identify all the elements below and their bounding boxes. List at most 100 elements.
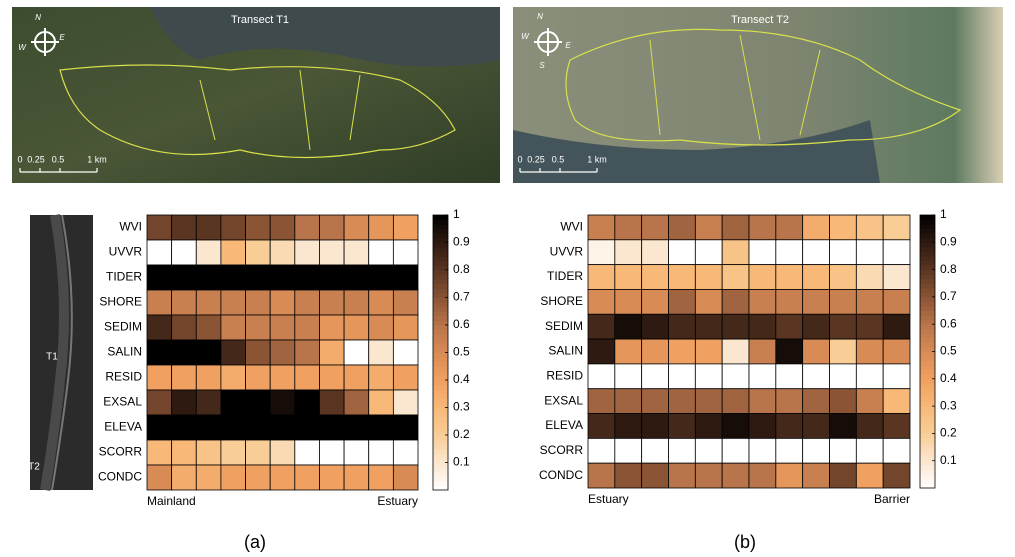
colorbar-band — [920, 333, 935, 338]
heat-cell — [221, 290, 246, 315]
heat-cell — [695, 314, 722, 339]
heat-cell — [270, 365, 295, 390]
colorbar-band — [920, 220, 935, 225]
colorbar-band — [920, 443, 935, 448]
heat-cell — [830, 414, 857, 439]
scale-label: 1 km — [87, 154, 107, 164]
colorbar-band — [920, 438, 935, 443]
colorbar-band — [920, 420, 935, 425]
x-end-label: Barrier — [874, 492, 910, 506]
heat-cell — [615, 314, 642, 339]
heat-cell — [270, 315, 295, 340]
colorbar-band — [920, 229, 935, 234]
heat-cell — [172, 390, 197, 415]
colorbar-band — [920, 247, 935, 252]
heat-cell — [776, 314, 803, 339]
heat-cell — [588, 215, 615, 240]
heat-cell — [669, 414, 696, 439]
heat-cell — [270, 415, 295, 440]
colorbar-band — [433, 261, 448, 266]
heat-cell — [246, 215, 271, 240]
colorbar-band — [920, 251, 935, 256]
heat-cell — [147, 340, 172, 365]
colorbar-band — [920, 383, 935, 388]
heat-cell — [319, 390, 344, 415]
heat-cell — [722, 438, 749, 463]
heat-cell — [369, 415, 394, 440]
compass-letter: E — [59, 33, 65, 42]
colorbar-band — [433, 302, 448, 307]
colorbar-label: 0.3 — [940, 398, 957, 412]
row-label: WVI — [119, 220, 142, 234]
heat-cell — [221, 315, 246, 340]
heat-cell — [830, 265, 857, 290]
colorbar-band — [433, 247, 448, 252]
heat-cell — [695, 414, 722, 439]
colorbar-band — [920, 306, 935, 311]
colorbar-band — [920, 433, 935, 438]
heat-cell — [172, 365, 197, 390]
colorbar-band — [433, 220, 448, 225]
colorbar-band — [433, 256, 448, 261]
row-label: SHORE — [99, 295, 142, 309]
heat-cell — [615, 289, 642, 314]
heat-cell — [147, 465, 172, 490]
colorbar-band — [433, 385, 448, 390]
heat-cell — [270, 290, 295, 315]
colorbar-band — [433, 284, 448, 289]
colorbar-band — [433, 215, 448, 220]
row-label: EXSAL — [103, 395, 142, 409]
heat-cell — [669, 339, 696, 364]
compass-letter: N — [537, 12, 543, 21]
compass-letter: S — [539, 61, 545, 70]
heat-cell — [669, 289, 696, 314]
heat-cell — [749, 240, 776, 265]
colorbar-band — [920, 352, 935, 357]
heat-cell — [147, 390, 172, 415]
heat-cell — [642, 414, 669, 439]
heat-cell — [749, 265, 776, 290]
heat-cell — [196, 215, 221, 240]
heat-cell — [642, 389, 669, 414]
heat-cell — [221, 265, 246, 290]
heat-cell — [776, 438, 803, 463]
heat-cell — [147, 215, 172, 240]
colorbar-label: 0.6 — [940, 316, 957, 330]
heat-cell — [344, 415, 369, 440]
scale-label: 0 — [17, 154, 22, 164]
colorbar-band — [433, 394, 448, 399]
colorbar-label: 0.8 — [940, 262, 957, 276]
row-label: RESID — [105, 370, 142, 384]
heat-cell — [776, 265, 803, 290]
colorbar-band — [920, 233, 935, 238]
colorbar-label: 0.4 — [940, 371, 957, 385]
heat-cell — [856, 240, 883, 265]
colorbar-band — [433, 353, 448, 358]
heat-cell — [221, 440, 246, 465]
heat-cell — [588, 389, 615, 414]
heat-cell — [588, 364, 615, 389]
heat-cell — [695, 289, 722, 314]
panel-label: (a) — [244, 532, 266, 552]
heat-cell — [344, 340, 369, 365]
row-label: ELEVA — [104, 420, 142, 434]
colorbar-label: 0.2 — [940, 426, 957, 440]
heat-cell — [295, 290, 320, 315]
row-label: ELEVA — [545, 418, 583, 432]
colorbar-label: 0.9 — [940, 234, 957, 248]
row-label: SEDIM — [545, 319, 583, 333]
heat-cell — [344, 240, 369, 265]
colorbar-band — [433, 380, 448, 385]
heat-cell — [393, 415, 418, 440]
inset-label: T2 — [28, 462, 40, 473]
heat-cell — [776, 463, 803, 488]
colorbar-band — [433, 233, 448, 238]
colorbar-band — [920, 424, 935, 429]
compass-letter: N — [35, 13, 41, 22]
row-label: SHORE — [540, 294, 583, 308]
heat-cell — [883, 414, 910, 439]
colorbar-band — [433, 444, 448, 449]
heat-cell — [588, 240, 615, 265]
heat-cell — [615, 463, 642, 488]
heat-cell — [776, 289, 803, 314]
